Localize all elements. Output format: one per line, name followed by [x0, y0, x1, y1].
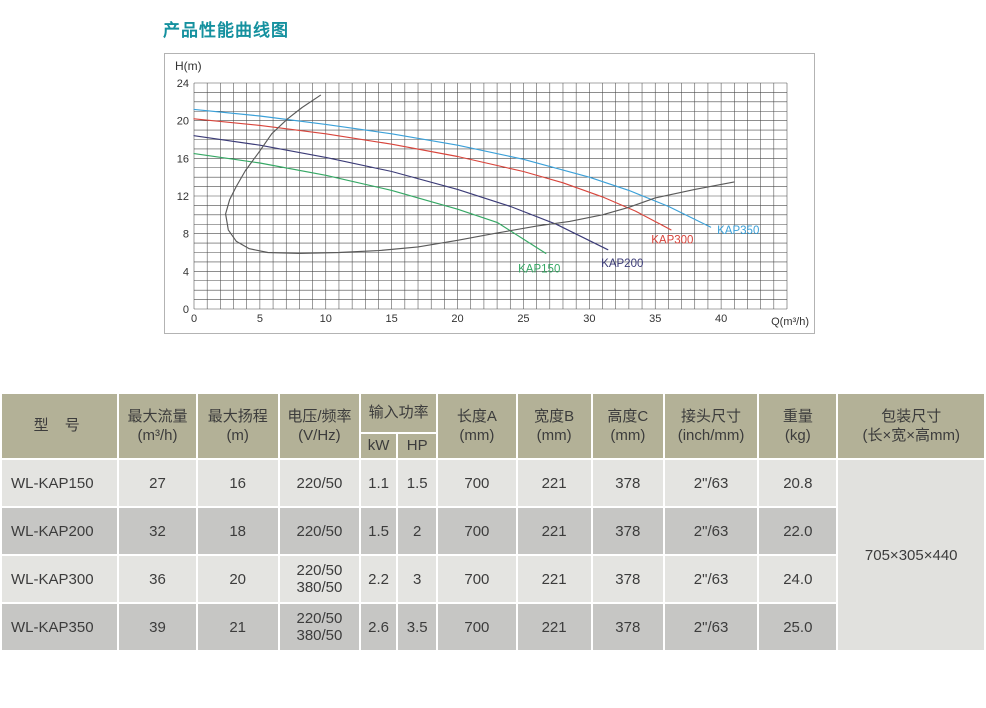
cell-voltage: 220/50	[279, 460, 360, 506]
col-header-kw: kW	[361, 434, 397, 458]
y-tick-label: 16	[177, 153, 189, 165]
y-axis-label: H(m)	[175, 59, 202, 73]
performance-curve-chart: 0 5 10 15 20 25 30 35 40 0 4 8 12 16 20 24 H(m) Q(m³/h) KA…	[175, 59, 809, 328]
cell-height-c: 378	[592, 556, 663, 602]
cell-kw: 2.6	[361, 604, 397, 650]
cell-width-b: 221	[517, 556, 591, 602]
col-header-width-b: 宽度B (mm)	[517, 394, 591, 458]
cell-connector: 2"/63	[664, 604, 758, 650]
cell-connector: 2"/63	[664, 460, 758, 506]
y-tick-label: 12	[177, 191, 189, 203]
x-tick-label: 5	[257, 313, 263, 325]
cell-length-a: 700	[438, 508, 516, 554]
col-header-package: 包装尺寸 (长×宽×高mm)	[838, 394, 984, 458]
spec-table: 型 号 最大流量 (m³/h) 最大扬程 (m) 电压/频率 (V/Hz) 输入功率 …	[0, 392, 986, 652]
x-tick-label: 20	[451, 313, 463, 325]
y-tick-label: 0	[183, 304, 189, 316]
cell-width-b: 221	[517, 604, 591, 650]
col-header-height-c: 高度C (mm)	[592, 394, 663, 458]
x-tick-label: 10	[320, 313, 332, 325]
cell-model: WL-KAP200	[2, 508, 118, 554]
cell-hp: 2	[398, 508, 437, 554]
x-tick-label: 0	[191, 313, 197, 325]
cell-hp: 3.5	[398, 604, 437, 650]
cell-max-head: 20	[197, 556, 278, 602]
cell-max-flow: 36	[119, 556, 196, 602]
col-header-length-a: 长度A (mm)	[438, 394, 516, 458]
col-header-weight: 重量 (kg)	[759, 394, 837, 458]
cell-kw: 1.1	[361, 460, 397, 506]
curve-label-kap300: KAP300	[651, 234, 693, 246]
cell-max-head: 16	[197, 460, 278, 506]
cell-height-c: 378	[592, 604, 663, 650]
cell-max-flow: 27	[119, 460, 196, 506]
cell-max-head: 18	[197, 508, 278, 554]
x-axis-label: Q(m³/h)	[771, 316, 809, 328]
curve-kap150	[193, 153, 547, 254]
y-tick-label: 20	[177, 116, 189, 128]
curve-kap300	[193, 118, 672, 231]
x-tick-label: 30	[583, 313, 595, 325]
curve-kap350	[193, 108, 712, 228]
cell-max-flow: 32	[119, 508, 196, 554]
performance-chart-frame: 0 5 10 15 20 25 30 35 40 0 4 8 12 16 20 24 H(m) Q(m³/h) KA…	[164, 53, 815, 334]
curve-label-kap150: KAP150	[518, 264, 560, 276]
cell-length-a: 700	[438, 556, 516, 602]
x-tick-label: 15	[386, 313, 398, 325]
col-header-voltage: 电压/频率 (V/Hz)	[279, 394, 360, 458]
cell-length-a: 700	[438, 460, 516, 506]
cell-package-size: 705×305×440	[838, 460, 984, 650]
cell-height-c: 378	[592, 460, 663, 506]
cell-height-c: 378	[592, 508, 663, 554]
cell-weight: 20.8	[759, 460, 837, 506]
cell-model: WL-KAP350	[2, 604, 118, 650]
col-header-hp: HP	[398, 434, 437, 458]
curve-kap200	[193, 135, 609, 251]
table-row-wl-kap350: WL-KAP350 39 21 220/50 380/50 2.6 3.5 700 221 378…	[2, 604, 984, 650]
col-header-input-power: 输入功率	[361, 394, 437, 432]
curve-operating-envelope	[225, 94, 735, 254]
cell-kw: 2.2	[361, 556, 397, 602]
cell-voltage: 220/50 380/50	[279, 604, 360, 650]
col-header-connector: 接头尺寸 (inch/mm)	[664, 394, 758, 458]
cell-model: WL-KAP150	[2, 460, 118, 506]
cell-width-b: 221	[517, 508, 591, 554]
cell-voltage: 220/50	[279, 508, 360, 554]
cell-weight: 25.0	[759, 604, 837, 650]
cell-voltage: 220/50 380/50	[279, 556, 360, 602]
cell-max-head: 21	[197, 604, 278, 650]
cell-length-a: 700	[438, 604, 516, 650]
cell-max-flow: 39	[119, 604, 196, 650]
x-tick-label: 35	[649, 313, 661, 325]
curve-label-kap350: KAP350	[717, 225, 759, 237]
cell-hp: 3	[398, 556, 437, 602]
x-tick-label: 40	[715, 313, 727, 325]
cell-kw: 1.5	[361, 508, 397, 554]
cell-hp: 1.5	[398, 460, 437, 506]
cell-width-b: 221	[517, 460, 591, 506]
x-tick-label: 25	[517, 313, 529, 325]
page-title: 产品性能曲线图	[163, 21, 289, 40]
table-row-wl-kap200: WL-KAP200 32 18 220/50 1.5 2 700 221 378 2"/63 22.…	[2, 508, 984, 554]
table-row-wl-kap300: WL-KAP300 36 20 220/50 380/50 2.2 3 700 221 378 2"…	[2, 556, 984, 602]
y-tick-label: 4	[183, 266, 189, 278]
col-header-max-flow: 最大流量 (m³/h)	[119, 394, 196, 458]
col-header-max-head: 最大扬程 (m)	[197, 394, 278, 458]
y-tick-label: 24	[177, 78, 189, 90]
table-header: 型 号 最大流量 (m³/h) 最大扬程 (m) 电压/频率 (V/Hz) 输入功率 …	[2, 394, 984, 458]
cell-weight: 24.0	[759, 556, 837, 602]
cell-connector: 2"/63	[664, 556, 758, 602]
cell-connector: 2"/63	[664, 508, 758, 554]
table-row-wl-kap150: WL-KAP150 27 16 220/50 1.1 1.5 700 221 378 2"/63 2…	[2, 460, 984, 650]
cell-model: WL-KAP300	[2, 556, 118, 602]
cell-weight: 22.0	[759, 508, 837, 554]
curve-label-kap200: KAP200	[601, 258, 643, 270]
col-header-model: 型 号	[2, 394, 118, 458]
y-tick-label: 8	[183, 229, 189, 241]
